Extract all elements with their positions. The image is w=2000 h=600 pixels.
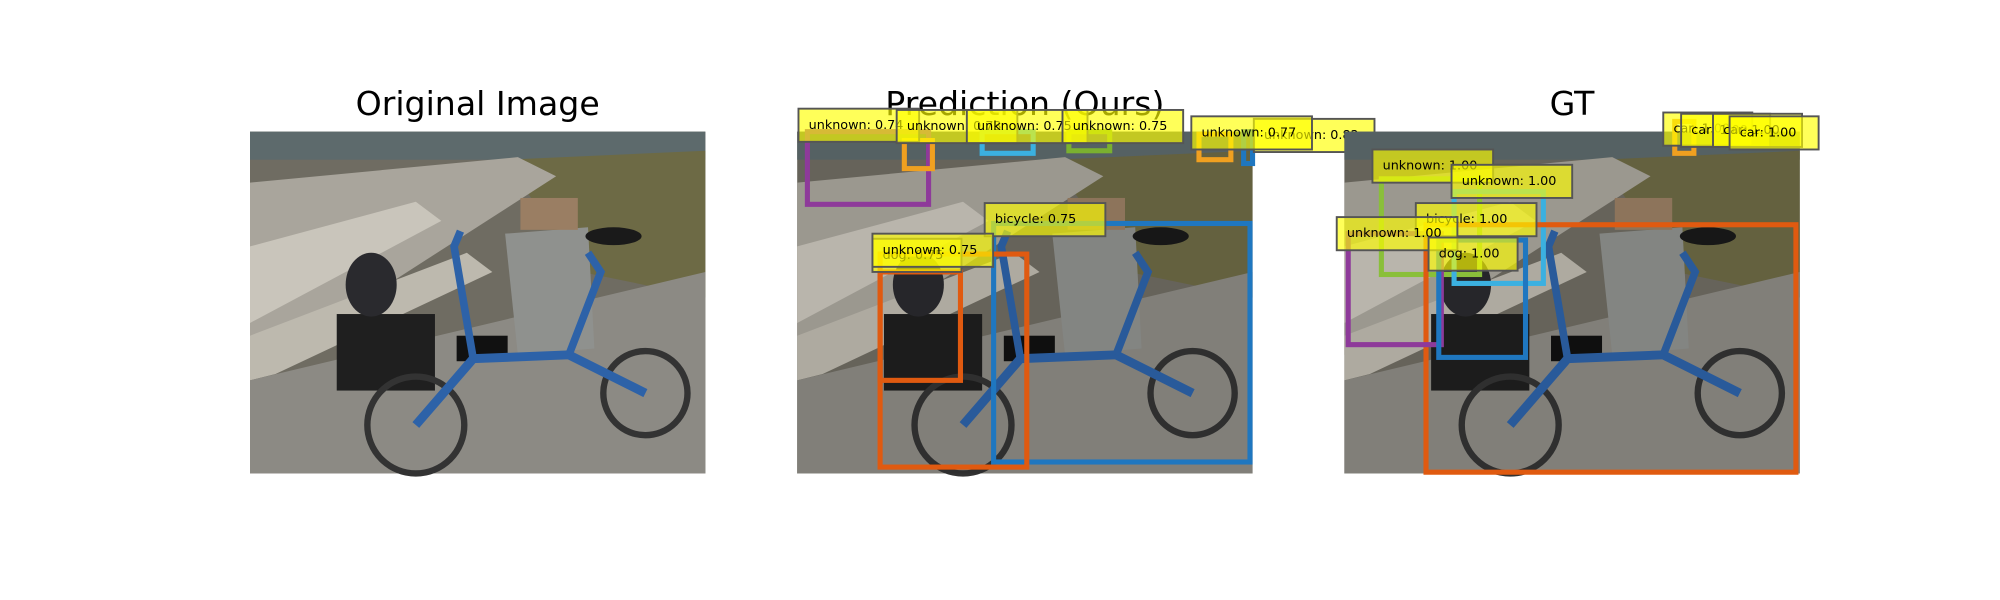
- bounding-box: [991, 220, 1253, 465]
- panel: Original Image: [250, 84, 705, 473]
- box-label: bicycle: 0.75: [995, 212, 1076, 227]
- photo: [250, 132, 705, 474]
- label-background: [1450, 163, 1574, 199]
- panel: Prediction (Ours)unknown: 0.74 unknown: 0…: [797, 84, 1376, 473]
- label-background: [1728, 115, 1820, 151]
- box-label: unknown: 0.74: [809, 118, 904, 133]
- box-label: unknown: 0.75: [1073, 119, 1168, 134]
- box-label: unknown: 0.75: [883, 243, 978, 258]
- panel-title: GT: [1550, 84, 1596, 123]
- box-label: unknown: 0.77: [1202, 125, 1297, 140]
- label-background: [983, 202, 1107, 238]
- panel-title: Original Image: [356, 84, 600, 123]
- box-label: unknown: 1.00: [1347, 226, 1442, 241]
- box-label: dog: 1.00: [1439, 247, 1500, 262]
- box-label: unknown: 1.00: [1462, 174, 1557, 189]
- label-background: [1190, 115, 1313, 151]
- box-label: unknown: 0.75: [977, 119, 1072, 134]
- label-background: [871, 232, 995, 268]
- bounding-box: [1423, 222, 1799, 475]
- box-label: car: 1.00: [1740, 125, 1797, 140]
- label-background: [1061, 108, 1185, 145]
- label-background: [1427, 236, 1519, 272]
